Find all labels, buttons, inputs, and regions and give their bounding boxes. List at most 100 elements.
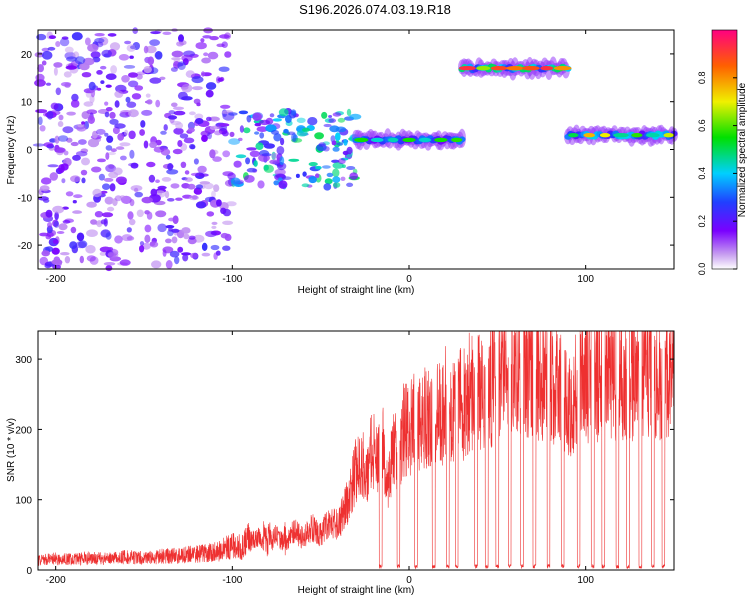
spectrogram-cell bbox=[190, 252, 199, 259]
spectrogram-cell bbox=[342, 150, 349, 156]
spectrogram-cell bbox=[349, 172, 359, 180]
spectrogram-cell bbox=[109, 42, 121, 51]
spectrogram-cell bbox=[185, 70, 195, 78]
spectrogram-cell bbox=[183, 233, 190, 240]
spectrogram-cell bbox=[75, 241, 87, 249]
spectrogram-cell bbox=[150, 31, 161, 35]
spectrogram-cell bbox=[171, 228, 180, 233]
y-tick-label: 100 bbox=[15, 496, 32, 507]
spectrogram-cell bbox=[218, 34, 230, 39]
spectrogram-cell bbox=[147, 56, 155, 66]
spectrogram-cell bbox=[98, 173, 105, 181]
spectrogram-cell bbox=[131, 93, 142, 100]
spectrogram-cell bbox=[281, 176, 292, 180]
spectrogram-cell bbox=[349, 113, 362, 120]
spectrogram-cell bbox=[132, 27, 138, 34]
spectrogram-cell bbox=[331, 159, 340, 163]
snr-background bbox=[38, 331, 674, 570]
spectrogram-cell bbox=[243, 175, 255, 183]
spectrogram-cell bbox=[38, 116, 43, 126]
spectrogram-cell bbox=[278, 180, 288, 189]
spectrogram-cell bbox=[220, 232, 229, 239]
spectrogram-cell bbox=[105, 84, 112, 88]
spectrogram-cell bbox=[105, 152, 110, 160]
spectrogram-cell bbox=[222, 245, 231, 251]
spectrogram-cell bbox=[55, 87, 61, 96]
spectrogram-cell bbox=[228, 138, 241, 145]
spectrogram-cell bbox=[58, 114, 64, 121]
spectrogram-cell bbox=[291, 133, 297, 142]
spectrogram-cell bbox=[218, 123, 230, 127]
snr-y-label: SNR (10 * v/v) bbox=[6, 418, 17, 482]
spectrogram-cell bbox=[53, 67, 58, 76]
spectrogram-cell bbox=[128, 218, 136, 226]
spectrogram-cell bbox=[139, 241, 145, 246]
spectrogram-cell bbox=[458, 66, 476, 71]
spectrogram-cell bbox=[209, 36, 219, 41]
spectrogram-cell bbox=[139, 245, 145, 253]
spectrogram-cell bbox=[107, 251, 119, 258]
spectrogram-cell bbox=[52, 264, 61, 270]
spectrogram-cell bbox=[100, 219, 108, 225]
spectrogram-cell bbox=[151, 260, 162, 269]
spectrogram-cell bbox=[149, 77, 162, 84]
spectrogram-y-label: Frequency (Hz) bbox=[6, 116, 17, 185]
spectrogram-cell bbox=[118, 54, 130, 61]
spectrogram-cell bbox=[83, 101, 94, 107]
spectrogram-cell bbox=[173, 110, 186, 116]
spectrogram-cell bbox=[214, 130, 222, 136]
spectrogram-cell bbox=[134, 85, 144, 91]
spectrogram-cell bbox=[155, 210, 167, 218]
spectrogram-cell bbox=[119, 195, 126, 199]
spectrogram-cell bbox=[259, 132, 265, 139]
spectrogram-cell bbox=[144, 234, 151, 243]
spectrogram-cell bbox=[233, 160, 242, 168]
spectrogram-cell bbox=[100, 65, 107, 70]
spectrogram-cell bbox=[646, 133, 660, 138]
spectrogram-cell bbox=[40, 177, 52, 185]
spectrogram-cell bbox=[296, 117, 306, 124]
spectrogram-cell bbox=[337, 117, 346, 123]
colorbar: 0.0 0.2 0.4 0.6 0.8 Normalized spectral ampl… bbox=[697, 29, 748, 276]
spectrogram-cell bbox=[81, 177, 86, 184]
spectrogram-cell bbox=[192, 86, 203, 91]
spectrogram-cell bbox=[125, 96, 131, 103]
snr-x-ticks: -200 -100 0 100 bbox=[46, 331, 594, 586]
spectrogram-cell bbox=[90, 219, 98, 225]
spectrogram-cell bbox=[200, 38, 205, 43]
spectrogram-cell bbox=[73, 194, 83, 199]
spectrogram-cell bbox=[322, 165, 331, 169]
spectrogram-cell bbox=[39, 256, 49, 266]
spectrogram-cell bbox=[52, 239, 59, 244]
colorbar-tick-label: 0.8 bbox=[697, 72, 707, 85]
spectrogram-cell bbox=[51, 247, 60, 255]
spectrogram-cell bbox=[170, 183, 180, 189]
spectrogram-cell bbox=[209, 149, 216, 159]
spectrogram-cell bbox=[101, 49, 112, 58]
spectrogram-cell bbox=[173, 127, 184, 135]
spectrogram-cell bbox=[490, 66, 508, 71]
spectrogram-cell bbox=[200, 71, 206, 77]
spectrogram-cell bbox=[370, 137, 384, 143]
spectrogram-cell bbox=[136, 71, 146, 76]
x-tick-label: -100 bbox=[222, 274, 242, 285]
spectrogram-cell bbox=[165, 225, 175, 229]
spectrogram-cell bbox=[39, 232, 49, 237]
spectrogram-cell bbox=[180, 161, 187, 168]
spectrogram-cell bbox=[290, 109, 297, 116]
spectrogram-cell bbox=[74, 56, 86, 65]
snr-y-ticks: 0 100 200 300 bbox=[15, 355, 674, 577]
spectrogram-cell bbox=[69, 241, 78, 250]
spectrogram-cell bbox=[194, 113, 204, 120]
spectrogram-cell bbox=[301, 127, 311, 132]
spectrogram-cell bbox=[115, 176, 127, 184]
spectrogram-cell bbox=[220, 104, 231, 109]
spectrogram-cell bbox=[199, 181, 211, 185]
spectrogram-cell bbox=[134, 191, 143, 198]
colorbar-tick-label: 0.0 bbox=[697, 263, 707, 276]
spectrogram-marks bbox=[32, 27, 678, 272]
spectrogram-cell bbox=[51, 259, 63, 265]
spectrogram-cell bbox=[187, 127, 195, 133]
spectrogram-cell bbox=[165, 154, 171, 160]
spectrogram-cell bbox=[143, 140, 149, 149]
